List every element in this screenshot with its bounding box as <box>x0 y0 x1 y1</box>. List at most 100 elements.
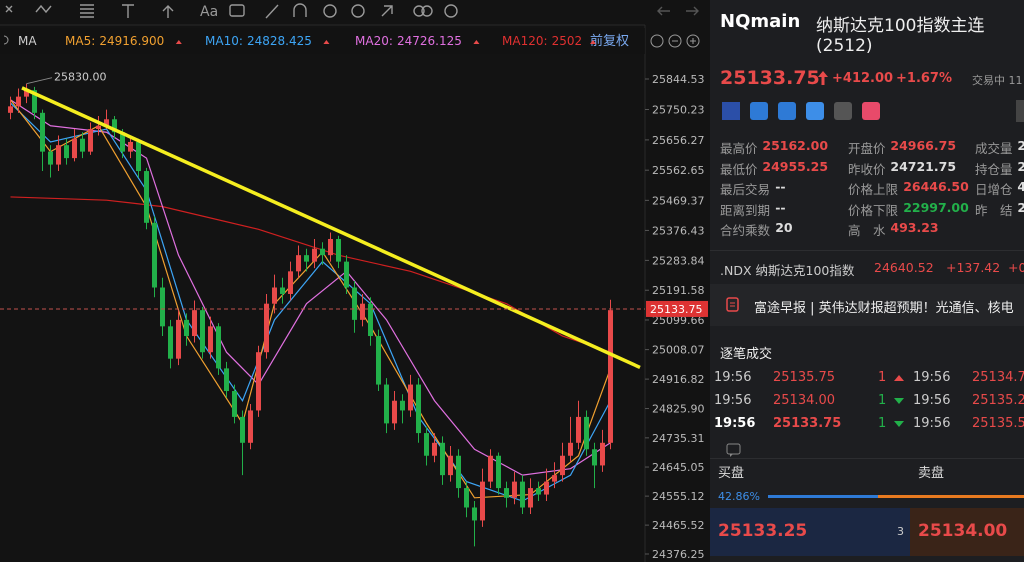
tool-icon[interactable] <box>444 4 458 18</box>
candle-body <box>424 433 429 456</box>
legend-value: 24916.900 <box>99 34 164 48</box>
y-tick-label: 24645.05 <box>652 461 705 474</box>
candle-body <box>312 248 317 262</box>
candle-body <box>456 455 461 489</box>
candle-body <box>72 138 77 159</box>
candle-body <box>160 287 165 327</box>
candle-body <box>480 481 485 521</box>
stat-value: 2 <box>1017 158 1024 174</box>
bid-title: 买盘 <box>718 466 745 481</box>
arrow <box>894 398 904 404</box>
y-tick-label: 24825.90 <box>652 403 705 416</box>
badge[interactable] <box>834 102 852 120</box>
candle-body <box>200 310 205 353</box>
tool-icon[interactable] <box>162 5 174 18</box>
y-tick-label: 24555.12 <box>652 490 705 503</box>
stat-label: 开盘价 <box>848 141 886 156</box>
chat-icon[interactable] <box>726 442 742 458</box>
legend-value: 2502 <box>552 34 583 48</box>
candle-body <box>392 400 397 424</box>
trade-qty: 1 <box>878 416 887 431</box>
redo[interactable] <box>686 6 699 16</box>
y-tick-label: 25844.53 <box>652 73 705 86</box>
trade-time: 19:56 <box>714 370 752 385</box>
legend-arrow <box>175 40 182 44</box>
ask-price: 25134.00 <box>918 521 1008 541</box>
tool-icon[interactable] <box>35 4 52 14</box>
icon[interactable] <box>686 34 700 48</box>
candle-body <box>464 488 469 508</box>
candle-body <box>568 442 573 456</box>
trade-dir <box>894 375 904 381</box>
trade-price: 25135.5 <box>972 416 1024 431</box>
stat-value: 22997.00 <box>903 199 969 215</box>
y-tick-label: 25750.23 <box>652 104 705 117</box>
bid-price: 25133.25 <box>718 521 808 541</box>
candle-body <box>120 132 125 152</box>
candle-body <box>216 326 221 369</box>
badge[interactable] <box>806 102 824 120</box>
candle-body <box>360 303 365 320</box>
badge[interactable] <box>750 102 768 120</box>
adjust[interactable]: 前复权 <box>590 33 629 49</box>
candle-body <box>336 238 341 262</box>
trade-dir <box>894 421 904 427</box>
stat-value: 493.23 <box>890 220 939 235</box>
candle-body <box>400 400 405 411</box>
tool-icon[interactable] <box>413 5 425 17</box>
icon[interactable] <box>650 34 664 48</box>
y-tick-label: 25376.43 <box>652 224 705 237</box>
undo[interactable] <box>657 6 670 16</box>
ask-title: 卖盘 <box>918 466 945 481</box>
legend-arrow <box>590 40 596 44</box>
icon[interactable] <box>668 34 682 48</box>
up-arrow <box>818 71 828 85</box>
tool-icon[interactable] <box>293 3 307 17</box>
trade-time: 19:56 <box>714 393 752 408</box>
tool-icon[interactable] <box>5 5 13 13</box>
badge[interactable] <box>778 102 796 120</box>
stat-label: 昨 结 <box>975 202 1013 218</box>
tool-icon[interactable] <box>122 4 134 18</box>
stat-value: -- <box>775 179 786 194</box>
candle-body <box>280 287 285 294</box>
tool-icon[interactable] <box>381 5 393 17</box>
candle-body <box>136 141 141 172</box>
index-name: .NDX 纳斯达克100指数 <box>720 263 855 278</box>
trade-time: 19:56 <box>913 393 951 408</box>
tool-icon[interactable] <box>229 4 245 17</box>
tool-icon[interactable] <box>265 4 279 19</box>
trade-time: 19:56 <box>714 416 756 431</box>
y-tick-label: 24735.31 <box>652 432 705 445</box>
bell[interactable] <box>1016 100 1024 122</box>
tool-icon[interactable] <box>80 4 94 18</box>
y-tick-label: 25469.37 <box>652 194 705 207</box>
y-tick-label: 24465.52 <box>652 519 705 532</box>
candle-body <box>432 442 437 456</box>
trade-qty: 1 <box>878 393 887 408</box>
bid-qty: 3 <box>897 525 904 538</box>
candle-body <box>448 455 453 476</box>
tool-icon[interactable] <box>323 4 337 18</box>
stat-value: 4 <box>1017 179 1024 194</box>
badge[interactable] <box>862 102 880 120</box>
news-bar[interactable] <box>710 284 1024 326</box>
price-box-label: 25133.75 <box>650 303 703 316</box>
news[interactable]: 富途早报 | 英伟达财报超预期！光通信、核电 <box>754 301 1014 316</box>
pct: +1.67% <box>896 71 952 86</box>
candle-body <box>552 475 557 482</box>
price-box <box>646 300 708 317</box>
symbol: NQmain <box>720 11 801 32</box>
tool-icon[interactable] <box>421 5 433 17</box>
font-tool[interactable]: Aa <box>200 4 218 20</box>
badge[interactable] <box>722 102 740 120</box>
trades-title: 逐笔成交 <box>720 347 773 362</box>
candle-body <box>504 488 509 498</box>
candle-body <box>208 326 213 353</box>
tool-icon[interactable] <box>351 4 365 18</box>
ask-box[interactable] <box>910 508 1024 556</box>
bid-box[interactable] <box>710 508 910 556</box>
chart: Aa MA 前复权 MA5: 24916.900 MA10: 24828.425 MA2… <box>0 3 708 562</box>
candle-body <box>320 248 325 256</box>
ma-label[interactable]: MA <box>18 34 37 48</box>
